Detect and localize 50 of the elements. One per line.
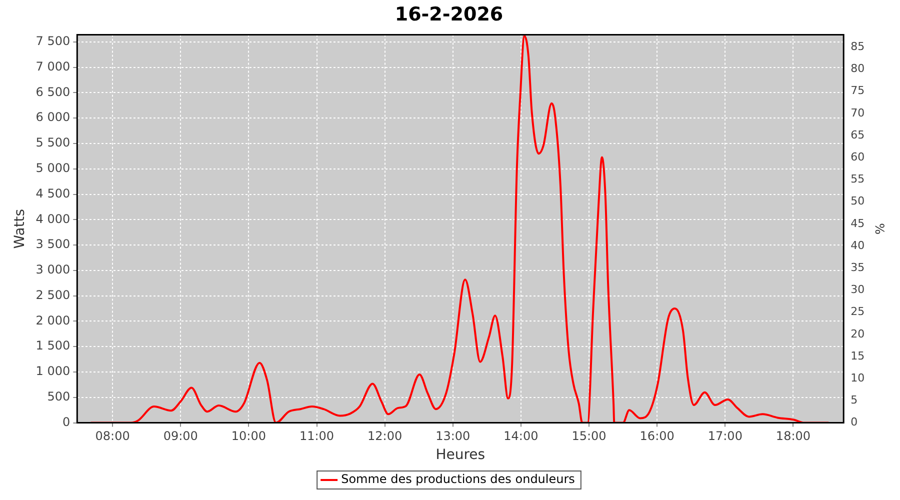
x-tick-label: 12:00 <box>368 429 402 444</box>
y-tick-label: 5 500 <box>36 136 70 150</box>
y-tick-label: 6 500 <box>36 84 70 99</box>
chart-title: 16-2-2026 <box>394 3 504 26</box>
x-tick-label: 14:00 <box>504 429 538 444</box>
x-tick-label: 09:00 <box>163 429 198 444</box>
y2-tick-label: 0 <box>850 416 858 429</box>
y-tick-label: 4 000 <box>36 212 70 226</box>
x-tick-label: 10:00 <box>231 429 266 444</box>
y-axis-title: Watts <box>12 208 28 249</box>
y2-tick-label: 30 <box>850 283 865 296</box>
y-tick-label: 5 000 <box>36 161 70 175</box>
y2-tick-label: 15 <box>850 349 865 362</box>
y2-tick-label: 80 <box>850 62 865 76</box>
y2-tick-label: 20 <box>850 327 865 340</box>
y2-tick-label: 70 <box>850 106 865 120</box>
y-tick-label: 3 000 <box>36 262 70 277</box>
x-tick-label: 18:00 <box>776 429 811 444</box>
x-tick-label: 11:00 <box>299 429 334 444</box>
y-tick-label: 2 000 <box>36 313 70 328</box>
y2-tick-label: 10 <box>850 371 865 384</box>
x-tick-label: 08:00 <box>95 429 130 444</box>
legend-label: Somme des productions des onduleurs <box>341 472 575 486</box>
y-tick-label: 2 500 <box>36 288 70 302</box>
y2-tick-label: 85 <box>850 40 865 54</box>
y-tick-label: 500 <box>47 390 70 404</box>
y2-axis-title: % <box>872 223 887 235</box>
y2-tick-label: 25 <box>850 305 865 318</box>
x-tick-label: 15:00 <box>572 429 606 444</box>
x-tick-label: 16:00 <box>640 429 674 444</box>
y-tick-label: 7 500 <box>36 34 70 48</box>
y-tick-label: 0 <box>62 414 70 429</box>
y2-tick-label: 60 <box>850 150 865 164</box>
y2-tick-label: 40 <box>850 238 865 252</box>
y2-tick-label: 75 <box>850 84 865 98</box>
x-tick-label: 17:00 <box>708 429 742 444</box>
y-tick-label: 1 500 <box>36 338 70 353</box>
y2-tick-label: 35 <box>850 260 865 274</box>
y2-tick-label: 5 <box>850 394 858 407</box>
x-tick-label: 13:00 <box>436 429 470 444</box>
y2-tick-label: 55 <box>850 172 865 186</box>
y2-tick-label: 65 <box>850 128 865 142</box>
y2-tick-label: 50 <box>850 194 865 208</box>
y-tick-label: 7 000 <box>36 59 70 74</box>
y-tick-label: 3 500 <box>36 237 70 252</box>
y2-tick-label: 45 <box>850 216 865 230</box>
y-tick-label: 6 000 <box>36 110 70 124</box>
y-tick-label: 4 500 <box>36 186 70 200</box>
x-axis-title: Heures <box>436 447 486 464</box>
y-tick-label: 1 000 <box>36 364 70 378</box>
